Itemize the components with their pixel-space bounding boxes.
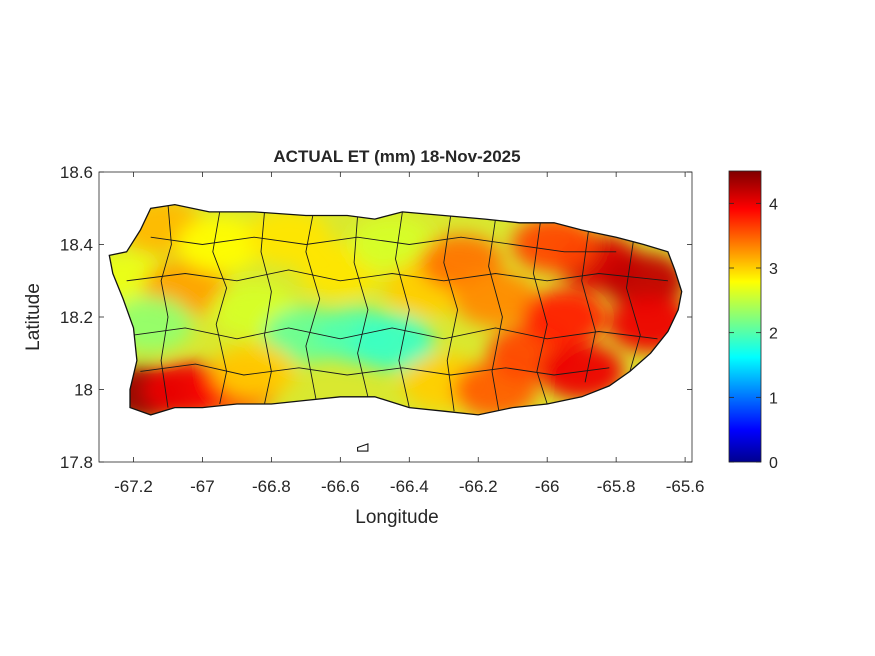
municipality-boundary — [488, 219, 503, 412]
x-tick-label: -66 — [535, 477, 560, 496]
colorbar-tick-label: 2 — [769, 326, 778, 343]
x-axis-label: Longitude — [355, 507, 438, 528]
y-tick-label: 18 — [74, 381, 93, 400]
x-tick-label: -67 — [190, 477, 215, 496]
municipality-boundary — [305, 215, 321, 401]
y-axis-label: Latitude — [23, 283, 44, 351]
municipality-boundary — [353, 215, 369, 397]
heat-cell — [212, 343, 297, 400]
colorbar-tick-label: 4 — [769, 196, 778, 213]
heat-cell — [246, 209, 331, 266]
colorbar — [728, 170, 762, 463]
municipality-boundary — [133, 327, 658, 340]
islet-outline — [357, 443, 369, 452]
chart-title: ACTUAL ET (mm) 18-Nov-2025 — [273, 147, 520, 166]
x-tick-label: -66.2 — [459, 477, 498, 496]
x-tick-label: -65.6 — [666, 477, 705, 496]
y-tick-label: 18.4 — [60, 236, 93, 255]
x-tick-label: -66.4 — [390, 477, 429, 496]
x-tick-label: -66.8 — [252, 477, 291, 496]
colorbar-tick-label: 0 — [769, 455, 778, 472]
x-tick-label: -65.8 — [597, 477, 636, 496]
heat-cell — [453, 270, 538, 327]
heat-cell — [512, 216, 597, 273]
x-axis: -67.2 -67 -66.8 -66.6 -66.4 -66.2 -66 -65.8 -65.… — [114, 172, 704, 496]
colorbar-tick-label: 1 — [769, 390, 778, 407]
colorbar-tick-label: 3 — [769, 261, 778, 278]
island-coastline — [108, 203, 683, 416]
municipality-boundary — [260, 211, 272, 405]
municipality-boundaries — [126, 204, 668, 412]
municipality-boundary — [443, 215, 459, 412]
municipality-boundary — [581, 229, 596, 383]
municipality-boundary — [212, 211, 228, 405]
x-tick-label: -67.2 — [114, 477, 153, 496]
colorbar-ticks: 0 1 2 3 4 — [729, 196, 778, 472]
municipality-boundary — [126, 269, 668, 282]
y-tick-label: 18.2 — [60, 308, 93, 327]
y-axis: 17.8 18 18.2 18.4 18.6 — [60, 163, 692, 472]
heat-cell — [601, 252, 682, 309]
x-tick-label: -66.6 — [321, 477, 360, 496]
heat-cell — [350, 216, 435, 273]
municipality-boundary — [626, 240, 641, 372]
municipality-boundary — [150, 236, 617, 253]
heat-cell — [350, 314, 435, 371]
municipality-boundary — [532, 222, 548, 405]
heat-cell — [522, 289, 607, 345]
municipality-boundary — [140, 363, 610, 376]
y-tick-label: 18.6 — [60, 163, 93, 182]
heat-cell — [177, 216, 262, 273]
y-tick-label: 17.8 — [60, 453, 93, 472]
